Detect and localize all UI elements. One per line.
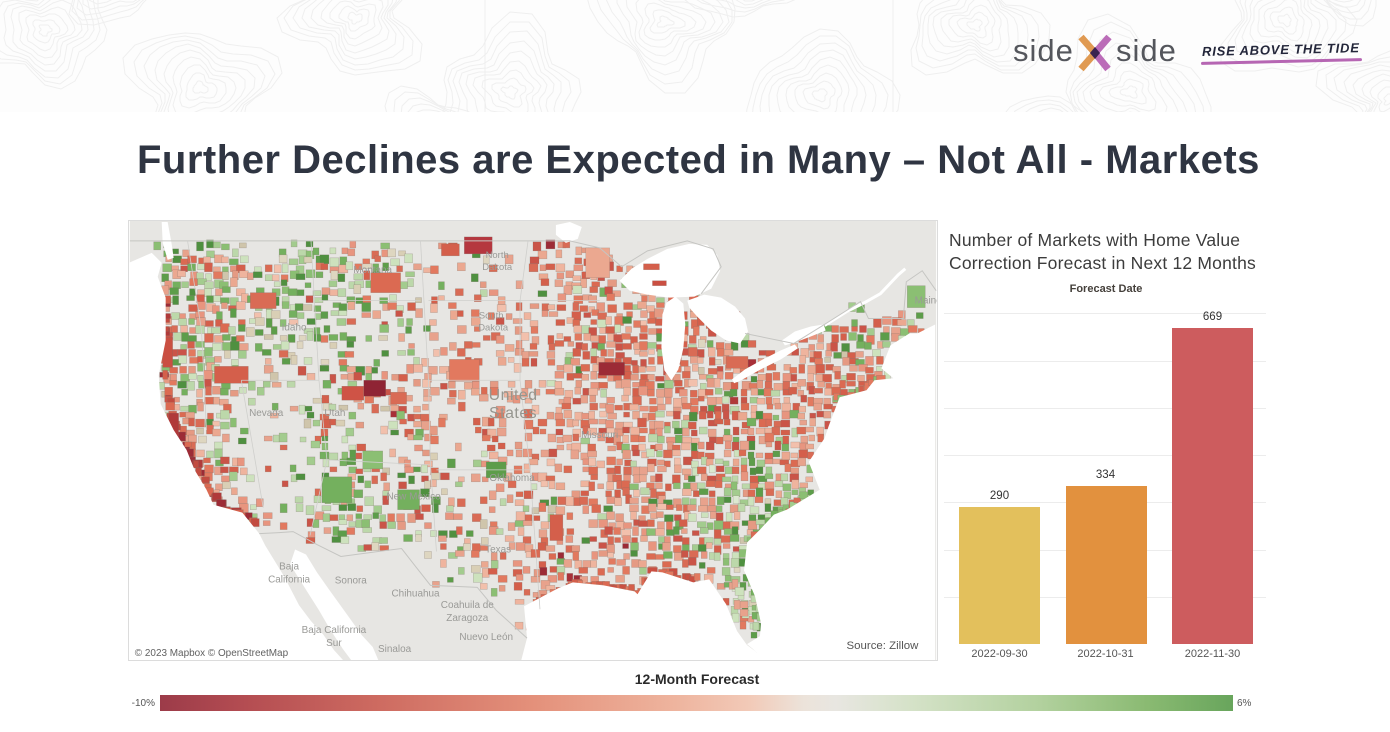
svg-text:North: North bbox=[486, 250, 509, 261]
svg-text:Montana: Montana bbox=[353, 265, 392, 276]
svg-text:Sur: Sur bbox=[326, 638, 342, 649]
svg-text:Maine: Maine bbox=[915, 296, 938, 307]
svg-text:Texas: Texas bbox=[485, 544, 511, 555]
svg-text:Chihuahua: Chihuahua bbox=[391, 588, 440, 599]
svg-text:© 2023 Mapbox © OpenStreetMap: © 2023 Mapbox © OpenStreetMap bbox=[135, 648, 289, 659]
svg-text:Sinaloa: Sinaloa bbox=[378, 644, 412, 655]
svg-text:States: States bbox=[489, 405, 537, 422]
svg-text:Zaragoza: Zaragoza bbox=[446, 613, 488, 624]
svg-text:Utah: Utah bbox=[324, 408, 345, 419]
svg-text:Nuevo León: Nuevo León bbox=[459, 632, 513, 643]
svg-text:Source: Zillow: Source: Zillow bbox=[847, 640, 920, 652]
svg-text:Dakota: Dakota bbox=[478, 323, 509, 334]
svg-text:Oklahoma: Oklahoma bbox=[489, 473, 535, 484]
svg-text:California: California bbox=[268, 574, 310, 585]
svg-text:Nevada: Nevada bbox=[249, 408, 284, 419]
svg-text:Idaho: Idaho bbox=[282, 323, 307, 334]
svg-text:South: South bbox=[479, 311, 504, 322]
svg-text:Baja California: Baja California bbox=[302, 625, 367, 636]
svg-text:Dakota: Dakota bbox=[482, 262, 513, 273]
svg-text:Coahuila de: Coahuila de bbox=[441, 600, 495, 611]
svg-text:Baja: Baja bbox=[279, 561, 299, 572]
svg-text:United: United bbox=[489, 387, 538, 404]
svg-text:Missouri: Missouri bbox=[581, 430, 618, 441]
svg-text:Sonora: Sonora bbox=[335, 575, 368, 586]
svg-text:New Mexico: New Mexico bbox=[386, 492, 441, 503]
